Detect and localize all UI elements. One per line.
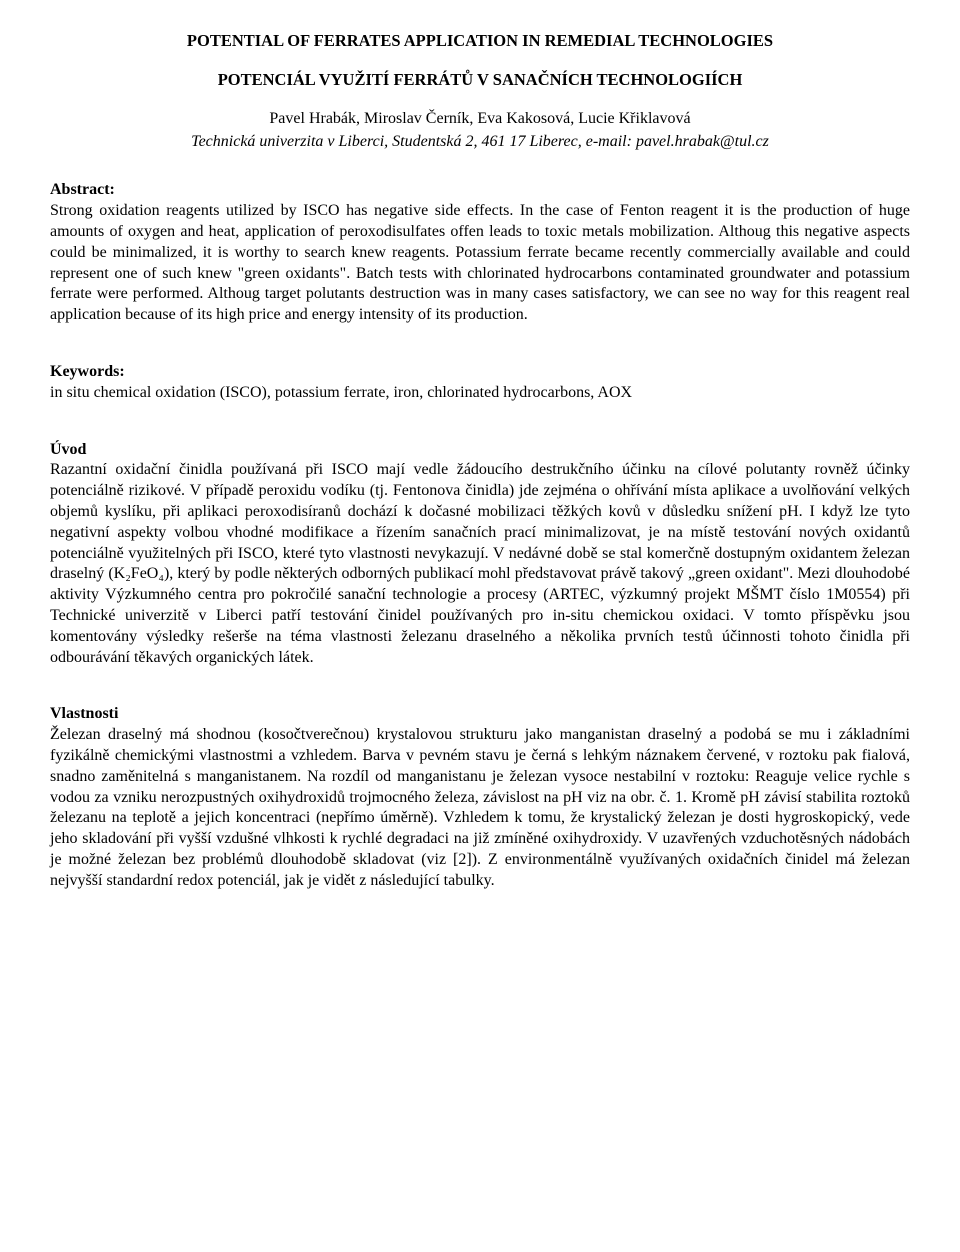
- vlastnosti-text: Železan draselný má shodnou (kosočtvereč…: [50, 725, 910, 891]
- title: POTENTIAL OF FERRATES APPLICATION IN REM…: [50, 30, 910, 51]
- abstract-label: Abstract:: [50, 180, 910, 201]
- keywords-label: Keywords:: [50, 362, 910, 383]
- keywords-text: in situ chemical oxidation (ISCO), potas…: [50, 383, 910, 404]
- affiliation: Technická univerzita v Liberci, Students…: [50, 132, 910, 153]
- uvod-text: Razantní oxidační činidla používaná při …: [50, 460, 910, 668]
- uvod-label: Úvod: [50, 440, 910, 461]
- abstract-text: Strong oxidation reagents utilized by IS…: [50, 201, 910, 326]
- subtitle: POTENCIÁL VYUŽITÍ FERRÁTŮ V SANAČNÍCH TE…: [50, 69, 910, 90]
- authors: Pavel Hrabák, Miroslav Černík, Eva Kakos…: [50, 109, 910, 130]
- vlastnosti-label: Vlastnosti: [50, 704, 910, 725]
